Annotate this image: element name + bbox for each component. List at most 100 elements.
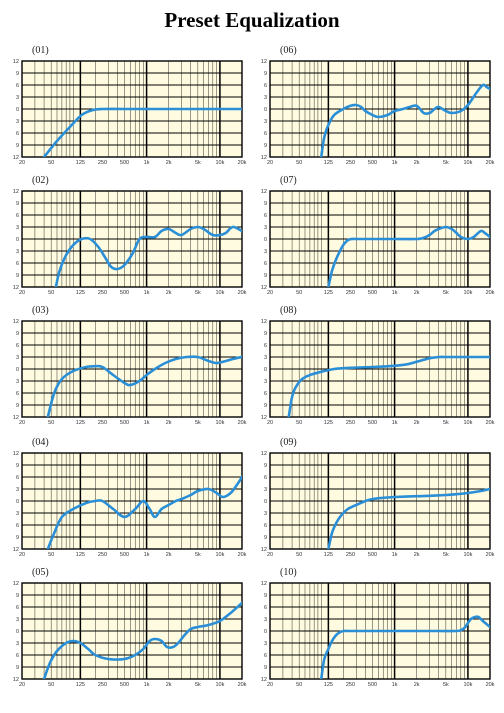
eq-panel: (04) 12 9 6 3 0 3 6 9 12 20 50 125 250 500 1k 2k 5k 10k 20k — [12, 437, 257, 569]
panel-label: (08) — [280, 305, 297, 316]
x-tick-label: 1k — [392, 552, 398, 558]
y-tick-label: 9 — [16, 463, 19, 469]
x-tick-label: 500 — [368, 160, 377, 166]
y-tick-label: 6 — [264, 653, 267, 659]
x-tick-label: 20k — [486, 420, 495, 426]
y-tick-label: 3 — [264, 355, 267, 361]
x-tick-label: 20k — [238, 552, 247, 558]
x-tick-label: 2k — [414, 682, 420, 688]
x-tick-label: 10k — [215, 682, 224, 688]
y-tick-label: 6 — [16, 391, 19, 397]
y-tick-label: 9 — [16, 535, 19, 541]
x-tick-label: 20 — [19, 160, 25, 166]
x-tick-label: 20 — [19, 420, 25, 426]
x-tick-label: 20 — [19, 552, 25, 558]
y-tick-label: 9 — [16, 273, 19, 279]
y-tick-label: 9 — [264, 143, 267, 149]
x-tick-label: 20 — [267, 160, 273, 166]
x-tick-label: 50 — [48, 552, 54, 558]
x-tick-label: 2k — [414, 160, 420, 166]
y-tick-label: 12 — [261, 319, 267, 325]
x-tick-label: 250 — [346, 290, 355, 296]
y-tick-label: 3 — [264, 641, 267, 647]
y-tick-label: 6 — [16, 523, 19, 529]
y-tick-label: 6 — [264, 605, 267, 611]
eq-curve — [46, 475, 242, 549]
x-tick-label: 125 — [324, 290, 333, 296]
y-tick-label: 9 — [264, 273, 267, 279]
x-tick-label: 500 — [120, 160, 129, 166]
x-tick-label: 10k — [463, 160, 472, 166]
y-tick-label: 6 — [264, 523, 267, 529]
x-tick-label: 50 — [296, 682, 302, 688]
plot-frame — [21, 582, 243, 680]
y-tick-label: 0 — [264, 499, 267, 505]
y-tick-label: 3 — [16, 225, 19, 231]
x-tick-label: 1k — [144, 160, 150, 166]
y-tick-label: 6 — [264, 83, 267, 89]
x-tick-label: 2k — [414, 552, 420, 558]
plot-frame — [21, 320, 243, 418]
y-tick-label: 0 — [16, 367, 19, 373]
y-tick-label: 12 — [261, 59, 267, 65]
eq-panel: (10) 12 9 6 3 0 3 6 9 12 20 50 125 250 500 1k 2k 5k 10k 20k — [260, 567, 504, 699]
y-tick-label: 6 — [16, 475, 19, 481]
x-tick-label: 50 — [48, 682, 54, 688]
eq-curve — [319, 615, 490, 679]
x-tick-label: 20k — [238, 682, 247, 688]
eq-panel: (07) 12 9 6 3 0 3 6 9 12 20 50 125 250 500 1k 2k 5k 10k 20k — [260, 175, 504, 307]
y-tick-label: 12 — [13, 189, 19, 195]
x-tick-label: 500 — [120, 290, 129, 296]
x-tick-label: 20k — [486, 290, 495, 296]
eq-curve — [42, 601, 242, 679]
panel-label: (04) — [32, 437, 49, 448]
x-tick-label: 250 — [346, 552, 355, 558]
y-tick-label: 3 — [16, 249, 19, 255]
y-tick-label: 9 — [264, 71, 267, 77]
x-tick-label: 10k — [215, 160, 224, 166]
y-tick-label: 6 — [16, 131, 19, 137]
y-tick-label: 0 — [264, 107, 267, 113]
x-tick-label: 125 — [324, 420, 333, 426]
y-tick-label: 9 — [264, 665, 267, 671]
x-tick-label: 125 — [76, 682, 85, 688]
y-tick-label: 3 — [16, 617, 19, 623]
y-tick-label: 0 — [264, 367, 267, 373]
x-tick-label: 50 — [48, 420, 54, 426]
x-tick-label: 1k — [144, 290, 150, 296]
eq-panel: (05) 12 9 6 3 0 3 6 9 12 20 50 125 250 500 1k 2k 5k 10k 20k — [12, 567, 257, 699]
y-tick-label: 3 — [264, 249, 267, 255]
y-tick-label: 6 — [16, 605, 19, 611]
y-tick-label: 3 — [16, 95, 19, 101]
x-tick-label: 5k — [195, 552, 201, 558]
eq-curve — [54, 225, 242, 287]
x-tick-label: 10k — [215, 552, 224, 558]
plot-frame — [21, 452, 243, 550]
x-tick-label: 2k — [166, 420, 172, 426]
eq-panel: (01) 12 9 6 3 0 3 6 9 12 20 50 125 250 500 1k 2k 5k 10k 20k — [12, 45, 257, 177]
x-tick-label: 125 — [76, 160, 85, 166]
x-tick-label: 50 — [296, 552, 302, 558]
y-tick-label: 9 — [264, 201, 267, 207]
x-tick-label: 10k — [215, 290, 224, 296]
x-tick-label: 125 — [76, 552, 85, 558]
y-tick-label: 12 — [261, 189, 267, 195]
x-tick-label: 500 — [120, 682, 129, 688]
y-tick-label: 9 — [16, 143, 19, 149]
y-tick-label: 6 — [16, 261, 19, 267]
eq-panel: (02) 12 9 6 3 0 3 6 9 12 20 50 125 250 500 1k 2k 5k 10k 20k — [12, 175, 257, 307]
x-tick-label: 500 — [368, 420, 377, 426]
panel-label: (02) — [32, 175, 49, 186]
y-tick-label: 6 — [16, 343, 19, 349]
y-tick-label: 12 — [261, 285, 267, 291]
x-tick-label: 10k — [463, 420, 472, 426]
y-tick-label: 12 — [261, 415, 267, 421]
